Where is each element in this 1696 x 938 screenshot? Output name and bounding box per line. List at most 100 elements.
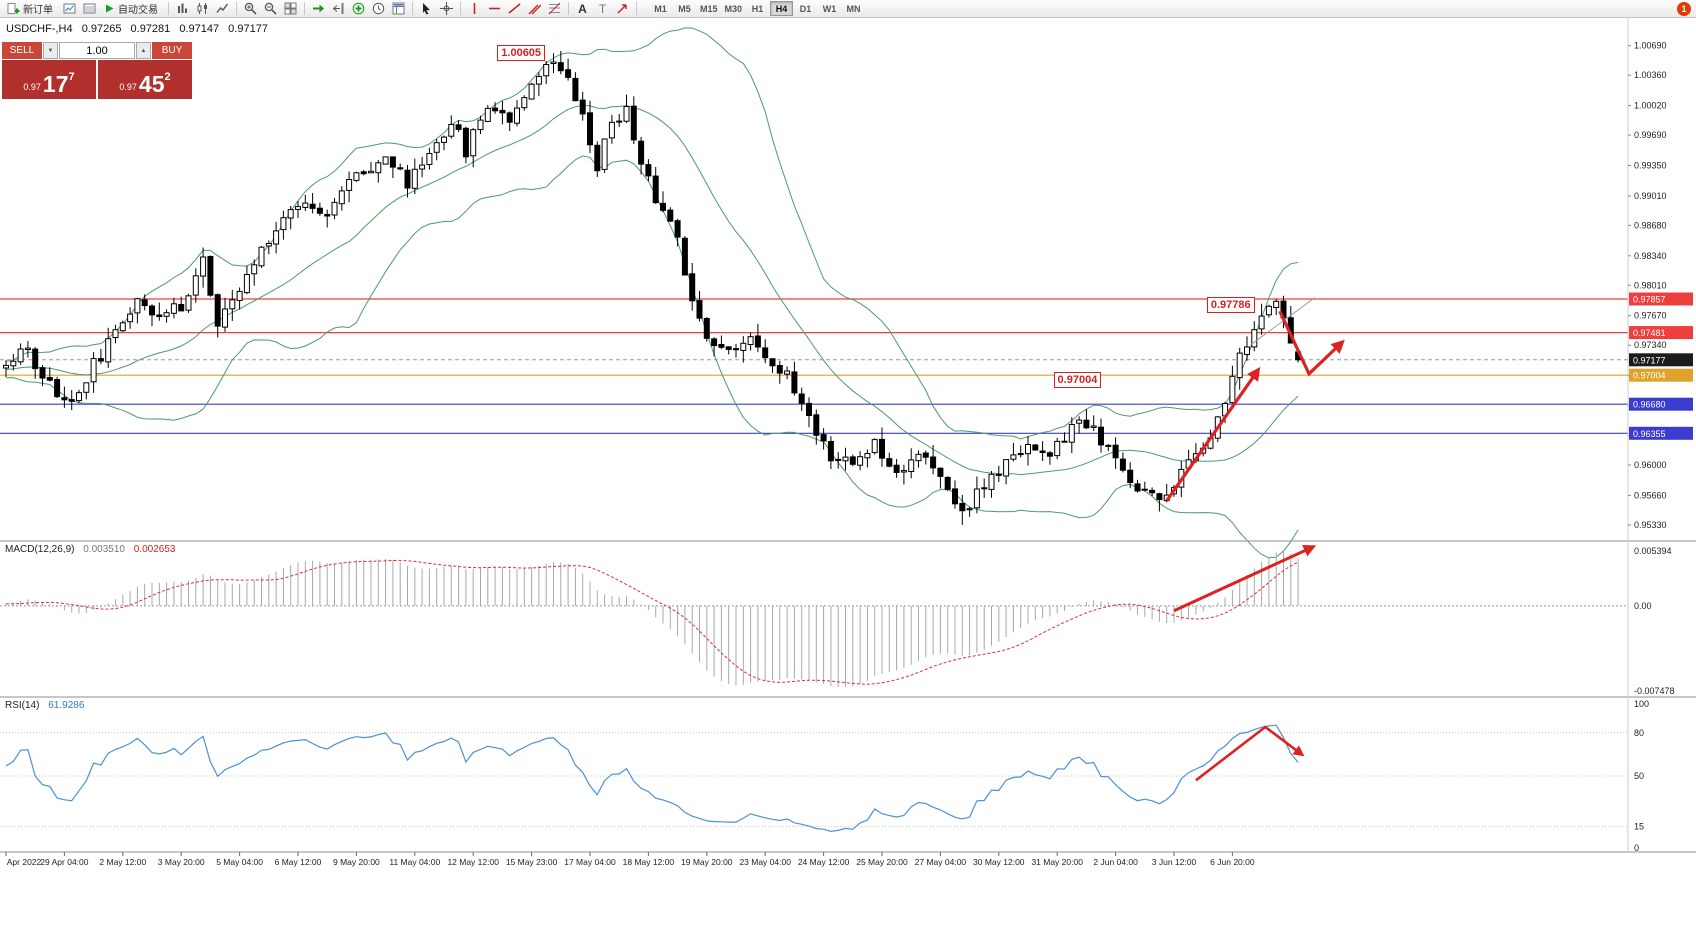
tile-windows-button[interactable] bbox=[281, 1, 300, 17]
volume-decrease-button[interactable]: ▼ bbox=[43, 42, 58, 59]
timeframe-m30[interactable]: M30 bbox=[724, 3, 743, 14]
svg-text:23 May 04:00: 23 May 04:00 bbox=[739, 857, 791, 867]
fibonacci-button[interactable] bbox=[545, 1, 564, 17]
vertical-line-button[interactable] bbox=[465, 1, 484, 17]
svg-text:25 May 20:00: 25 May 20:00 bbox=[856, 857, 908, 867]
charts-button[interactable] bbox=[60, 1, 79, 17]
sell-price-display[interactable]: 0.97 17 7 bbox=[2, 60, 96, 99]
toolbar-separator bbox=[304, 2, 305, 15]
sell-price-big: 17 bbox=[42, 71, 69, 97]
label-t-icon: T bbox=[599, 2, 607, 15]
data-window-button[interactable] bbox=[80, 1, 99, 17]
new-order-button[interactable]: 新订单 bbox=[3, 1, 59, 17]
price-annotation[interactable]: 1.00605 bbox=[497, 45, 546, 62]
line-chart-icon bbox=[216, 3, 229, 13]
trendline-button[interactable] bbox=[505, 1, 524, 17]
timeframe-h1[interactable]: H1 bbox=[751, 3, 764, 14]
bollinger-upper bbox=[5, 27, 1299, 440]
toolbar-separator bbox=[168, 2, 169, 15]
buy-button[interactable]: BUY bbox=[152, 42, 192, 59]
horizontal-line-icon bbox=[489, 7, 500, 10]
zoom-in-button[interactable] bbox=[241, 1, 260, 17]
candlestick-chart-button[interactable] bbox=[193, 1, 212, 17]
price-axis[interactable]: 1.00690 1.00360 1.00020 0.99690 0.99350 0.990… bbox=[1628, 41, 1667, 530]
cursor-icon bbox=[423, 3, 430, 15]
sell-button[interactable]: SELL bbox=[2, 42, 42, 59]
tile-windows-icon bbox=[284, 2, 297, 15]
vertical-line-icon bbox=[473, 3, 476, 14]
timeframe-m15[interactable]: M15 bbox=[700, 3, 718, 14]
arrow-object-icon bbox=[617, 4, 627, 14]
trendline-icon bbox=[508, 3, 521, 14]
rsi-trend-arrow bbox=[1195, 725, 1305, 782]
svg-text:0.98010: 0.98010 bbox=[1634, 280, 1667, 290]
rsi-panel: 100 80 50 15 0 bbox=[0, 699, 1649, 853]
svg-text:3 Jun 12:00: 3 Jun 12:00 bbox=[1152, 857, 1197, 867]
arrows-button[interactable] bbox=[613, 1, 632, 17]
label-button[interactable]: T bbox=[593, 1, 612, 17]
periods-button[interactable] bbox=[369, 1, 388, 17]
svg-text:0.97340: 0.97340 bbox=[1634, 340, 1667, 350]
svg-text:T: T bbox=[599, 2, 607, 15]
indicators-button[interactable] bbox=[349, 1, 368, 17]
timeframe-m1[interactable]: M1 bbox=[654, 3, 667, 14]
timeframe-m5[interactable]: M5 bbox=[678, 3, 691, 14]
svg-text:6 Jun 20:00: 6 Jun 20:00 bbox=[1210, 857, 1255, 867]
crosshair-button[interactable] bbox=[437, 1, 456, 17]
new-order-label: 新订单 bbox=[23, 5, 53, 16]
autotrading-button[interactable]: 自动交易 bbox=[100, 1, 164, 17]
candlestick-chart-icon bbox=[197, 3, 207, 14]
svg-text:30 May 12:00: 30 May 12:00 bbox=[973, 857, 1025, 867]
timeframe-mn[interactable]: MN bbox=[846, 3, 861, 14]
svg-text:0.99690: 0.99690 bbox=[1634, 130, 1667, 140]
price-annotation[interactable]: 0.97004 bbox=[1053, 372, 1102, 389]
svg-text:19 May 20:00: 19 May 20:00 bbox=[681, 857, 733, 867]
notification-badge[interactable]: 1 bbox=[1677, 2, 1691, 16]
svg-text:0.99010: 0.99010 bbox=[1634, 191, 1667, 201]
volume-input[interactable]: 1.00 bbox=[59, 42, 135, 59]
chart-canvas[interactable]: 1.00690 1.00360 1.00020 0.99690 0.99350 0.990… bbox=[0, 18, 1696, 938]
channel-button[interactable] bbox=[525, 1, 544, 17]
toolbar-separator bbox=[636, 2, 637, 15]
svg-text:0.96000: 0.96000 bbox=[1634, 460, 1667, 470]
trend-arrows[interactable] bbox=[1165, 310, 1345, 502]
line-chart-button[interactable] bbox=[213, 1, 232, 17]
rsi-line bbox=[5, 724, 1299, 833]
time-axis[interactable]: Apr 2022 29 Apr 04:00 2 May 12:00 3 May 20:… bbox=[5, 852, 1255, 867]
svg-text:15: 15 bbox=[1634, 821, 1644, 831]
svg-text:3 May 20:00: 3 May 20:00 bbox=[158, 857, 205, 867]
svg-text:0.97481: 0.97481 bbox=[1633, 328, 1666, 338]
rsi-label: RSI(14) 61.9286 bbox=[5, 700, 84, 711]
svg-text:17 May 04:00: 17 May 04:00 bbox=[564, 857, 616, 867]
cursor-button[interactable] bbox=[417, 1, 436, 17]
close-value: 0.97177 bbox=[228, 23, 268, 35]
chart-window-icon bbox=[63, 3, 76, 14]
horizontal-level-lines[interactable] bbox=[0, 298, 1628, 434]
templates-button[interactable] bbox=[389, 1, 408, 17]
bar-chart-button[interactable] bbox=[173, 1, 192, 17]
timeframe-h4[interactable]: H4 bbox=[770, 1, 794, 16]
text-button[interactable]: A bbox=[573, 1, 592, 17]
auto-scroll-button[interactable] bbox=[309, 1, 328, 17]
timeframe-d1[interactable]: D1 bbox=[799, 3, 812, 14]
toolbar-separator bbox=[460, 2, 461, 15]
rsi-name: RSI(14) bbox=[5, 700, 40, 711]
panel-separators[interactable] bbox=[0, 18, 1696, 853]
toolbar-separator bbox=[236, 2, 237, 15]
macd-label: MACD(12,26,9) 0.003510 0.002653 bbox=[5, 544, 175, 555]
chart-shift-button[interactable] bbox=[329, 1, 348, 17]
volume-increase-button[interactable]: ▲ bbox=[136, 42, 151, 59]
svg-text:31 May 20:00: 31 May 20:00 bbox=[1031, 857, 1083, 867]
svg-text:0.005394: 0.005394 bbox=[1634, 546, 1672, 556]
timeframe-group: M1 M5 M15 M30 H1 H4 D1 W1 MN bbox=[649, 1, 865, 16]
auto-scroll-icon bbox=[313, 4, 324, 13]
horizontal-line-button[interactable] bbox=[485, 1, 504, 17]
svg-text:80: 80 bbox=[1634, 728, 1644, 738]
macd-signal-line bbox=[6, 559, 1299, 685]
zoom-out-button[interactable] bbox=[261, 1, 280, 17]
buy-price-display[interactable]: 0.97 45 2 bbox=[98, 60, 192, 99]
svg-text:-0.007478: -0.007478 bbox=[1634, 686, 1675, 696]
low-value: 0.97147 bbox=[179, 23, 220, 35]
price-annotation[interactable]: 0.97786 bbox=[1206, 297, 1255, 314]
timeframe-w1[interactable]: W1 bbox=[822, 3, 837, 14]
